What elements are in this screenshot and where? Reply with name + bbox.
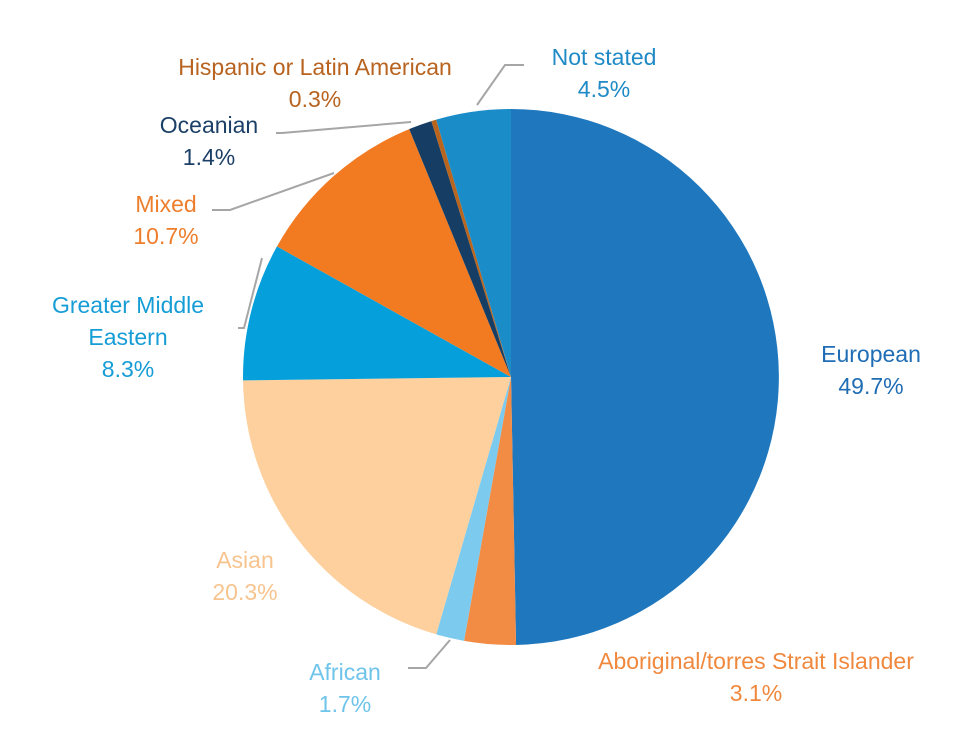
slice-label-aboriginal-torres-strait-islander: Aboriginal/torres Strait Islander bbox=[598, 648, 914, 674]
slice-label-greater-middle-eastern-line-2: Eastern bbox=[88, 324, 167, 350]
slice-label-greater-middle-eastern-line-1: Greater Middle bbox=[52, 292, 204, 318]
slice-value-hispanic-or-latin-american: 0.3% bbox=[289, 86, 341, 112]
leader-line-not-stated bbox=[476, 64, 524, 106]
slice-value-aboriginal-torres-strait-islander: 3.1% bbox=[730, 680, 782, 706]
slice-label-oceanian: Oceanian bbox=[160, 112, 258, 138]
slice-aboriginal-torres-strait-islander bbox=[464, 377, 517, 645]
slice-label-european: European bbox=[821, 341, 921, 367]
slice-european bbox=[511, 109, 779, 645]
slice-value-european: 49.7% bbox=[838, 373, 903, 399]
slice-value-mixed: 10.7% bbox=[133, 223, 198, 249]
slice-greater-middle-eastern bbox=[242, 246, 512, 381]
slice-value-not-stated: 4.5% bbox=[578, 76, 630, 102]
slice-label-not-stated: Not stated bbox=[552, 44, 657, 70]
slice-value-asian: 20.3% bbox=[212, 579, 277, 605]
leader-line-african bbox=[408, 639, 451, 669]
leader-line-oceanian bbox=[276, 121, 412, 134]
slice-label-african: African bbox=[309, 659, 381, 685]
slice-mixed bbox=[276, 129, 511, 377]
leader-line-mixed bbox=[212, 172, 335, 211]
slice-value-african: 1.7% bbox=[319, 691, 371, 717]
slice-label-hispanic-or-latin-american: Hispanic or Latin American bbox=[178, 54, 452, 80]
labels-layer: European 49.7% Aboriginal/torres Strait Is… bbox=[52, 44, 921, 717]
slice-african bbox=[436, 377, 511, 641]
slices-layer bbox=[242, 109, 779, 645]
slice-label-asian: Asian bbox=[216, 547, 274, 573]
slice-oceanian bbox=[409, 121, 511, 377]
leader-lines-layer bbox=[212, 64, 524, 669]
slice-value-oceanian: 1.4% bbox=[183, 144, 235, 170]
slice-not-stated bbox=[436, 109, 511, 377]
leader-line-greater-middle-eastern bbox=[238, 257, 263, 329]
slice-hispanic-or-latin-american bbox=[431, 119, 511, 377]
slice-asian bbox=[243, 377, 511, 635]
slice-value-greater-middle-eastern: 8.3% bbox=[102, 356, 154, 382]
slice-label-mixed: Mixed bbox=[135, 191, 196, 217]
